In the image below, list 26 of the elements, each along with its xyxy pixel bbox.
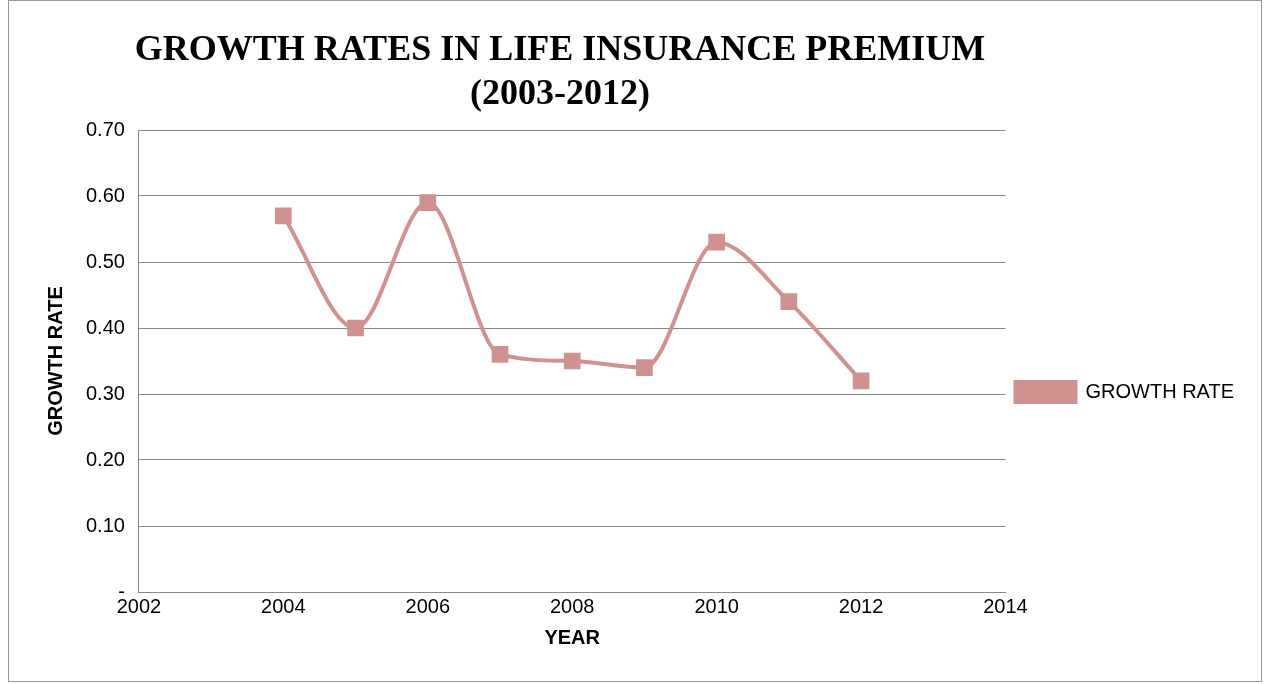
y-tick-label: 0.30 <box>85 381 125 404</box>
x-axis-title: YEAR <box>544 625 601 648</box>
x-tick-label: 2012 <box>838 594 884 617</box>
x-tick-label: 2008 <box>549 594 595 617</box>
point <box>274 207 292 225</box>
chart-title: GROWTH RATES IN LIFE INSURANCE PREMIUM (2003-2012) <box>133 27 987 114</box>
x-tick-label: 2014 <box>983 594 1028 617</box>
x-tick-label: 2006 <box>405 594 451 617</box>
point <box>636 359 653 376</box>
y-tick-label: 0.10 <box>85 513 125 536</box>
point <box>563 352 581 370</box>
point <box>419 194 437 211</box>
y-tick-label: 0.70 <box>85 117 125 140</box>
point <box>347 319 364 337</box>
y-tick-label: 0.40 <box>85 315 125 338</box>
x-tick-label: 2010 <box>694 594 739 617</box>
y-axis-title: GROWTH RATE <box>43 286 66 436</box>
point <box>491 346 509 363</box>
y-tick-label: 0.50 <box>85 249 125 272</box>
y-tick-label: 0.60 <box>85 183 125 206</box>
point <box>852 372 870 390</box>
point <box>708 233 725 251</box>
y-tick-label: 0.20 <box>85 447 125 470</box>
point <box>780 293 798 310</box>
x-tick-label: 2004 <box>261 594 306 617</box>
legend-label: GROWTH RATE <box>1085 379 1235 402</box>
